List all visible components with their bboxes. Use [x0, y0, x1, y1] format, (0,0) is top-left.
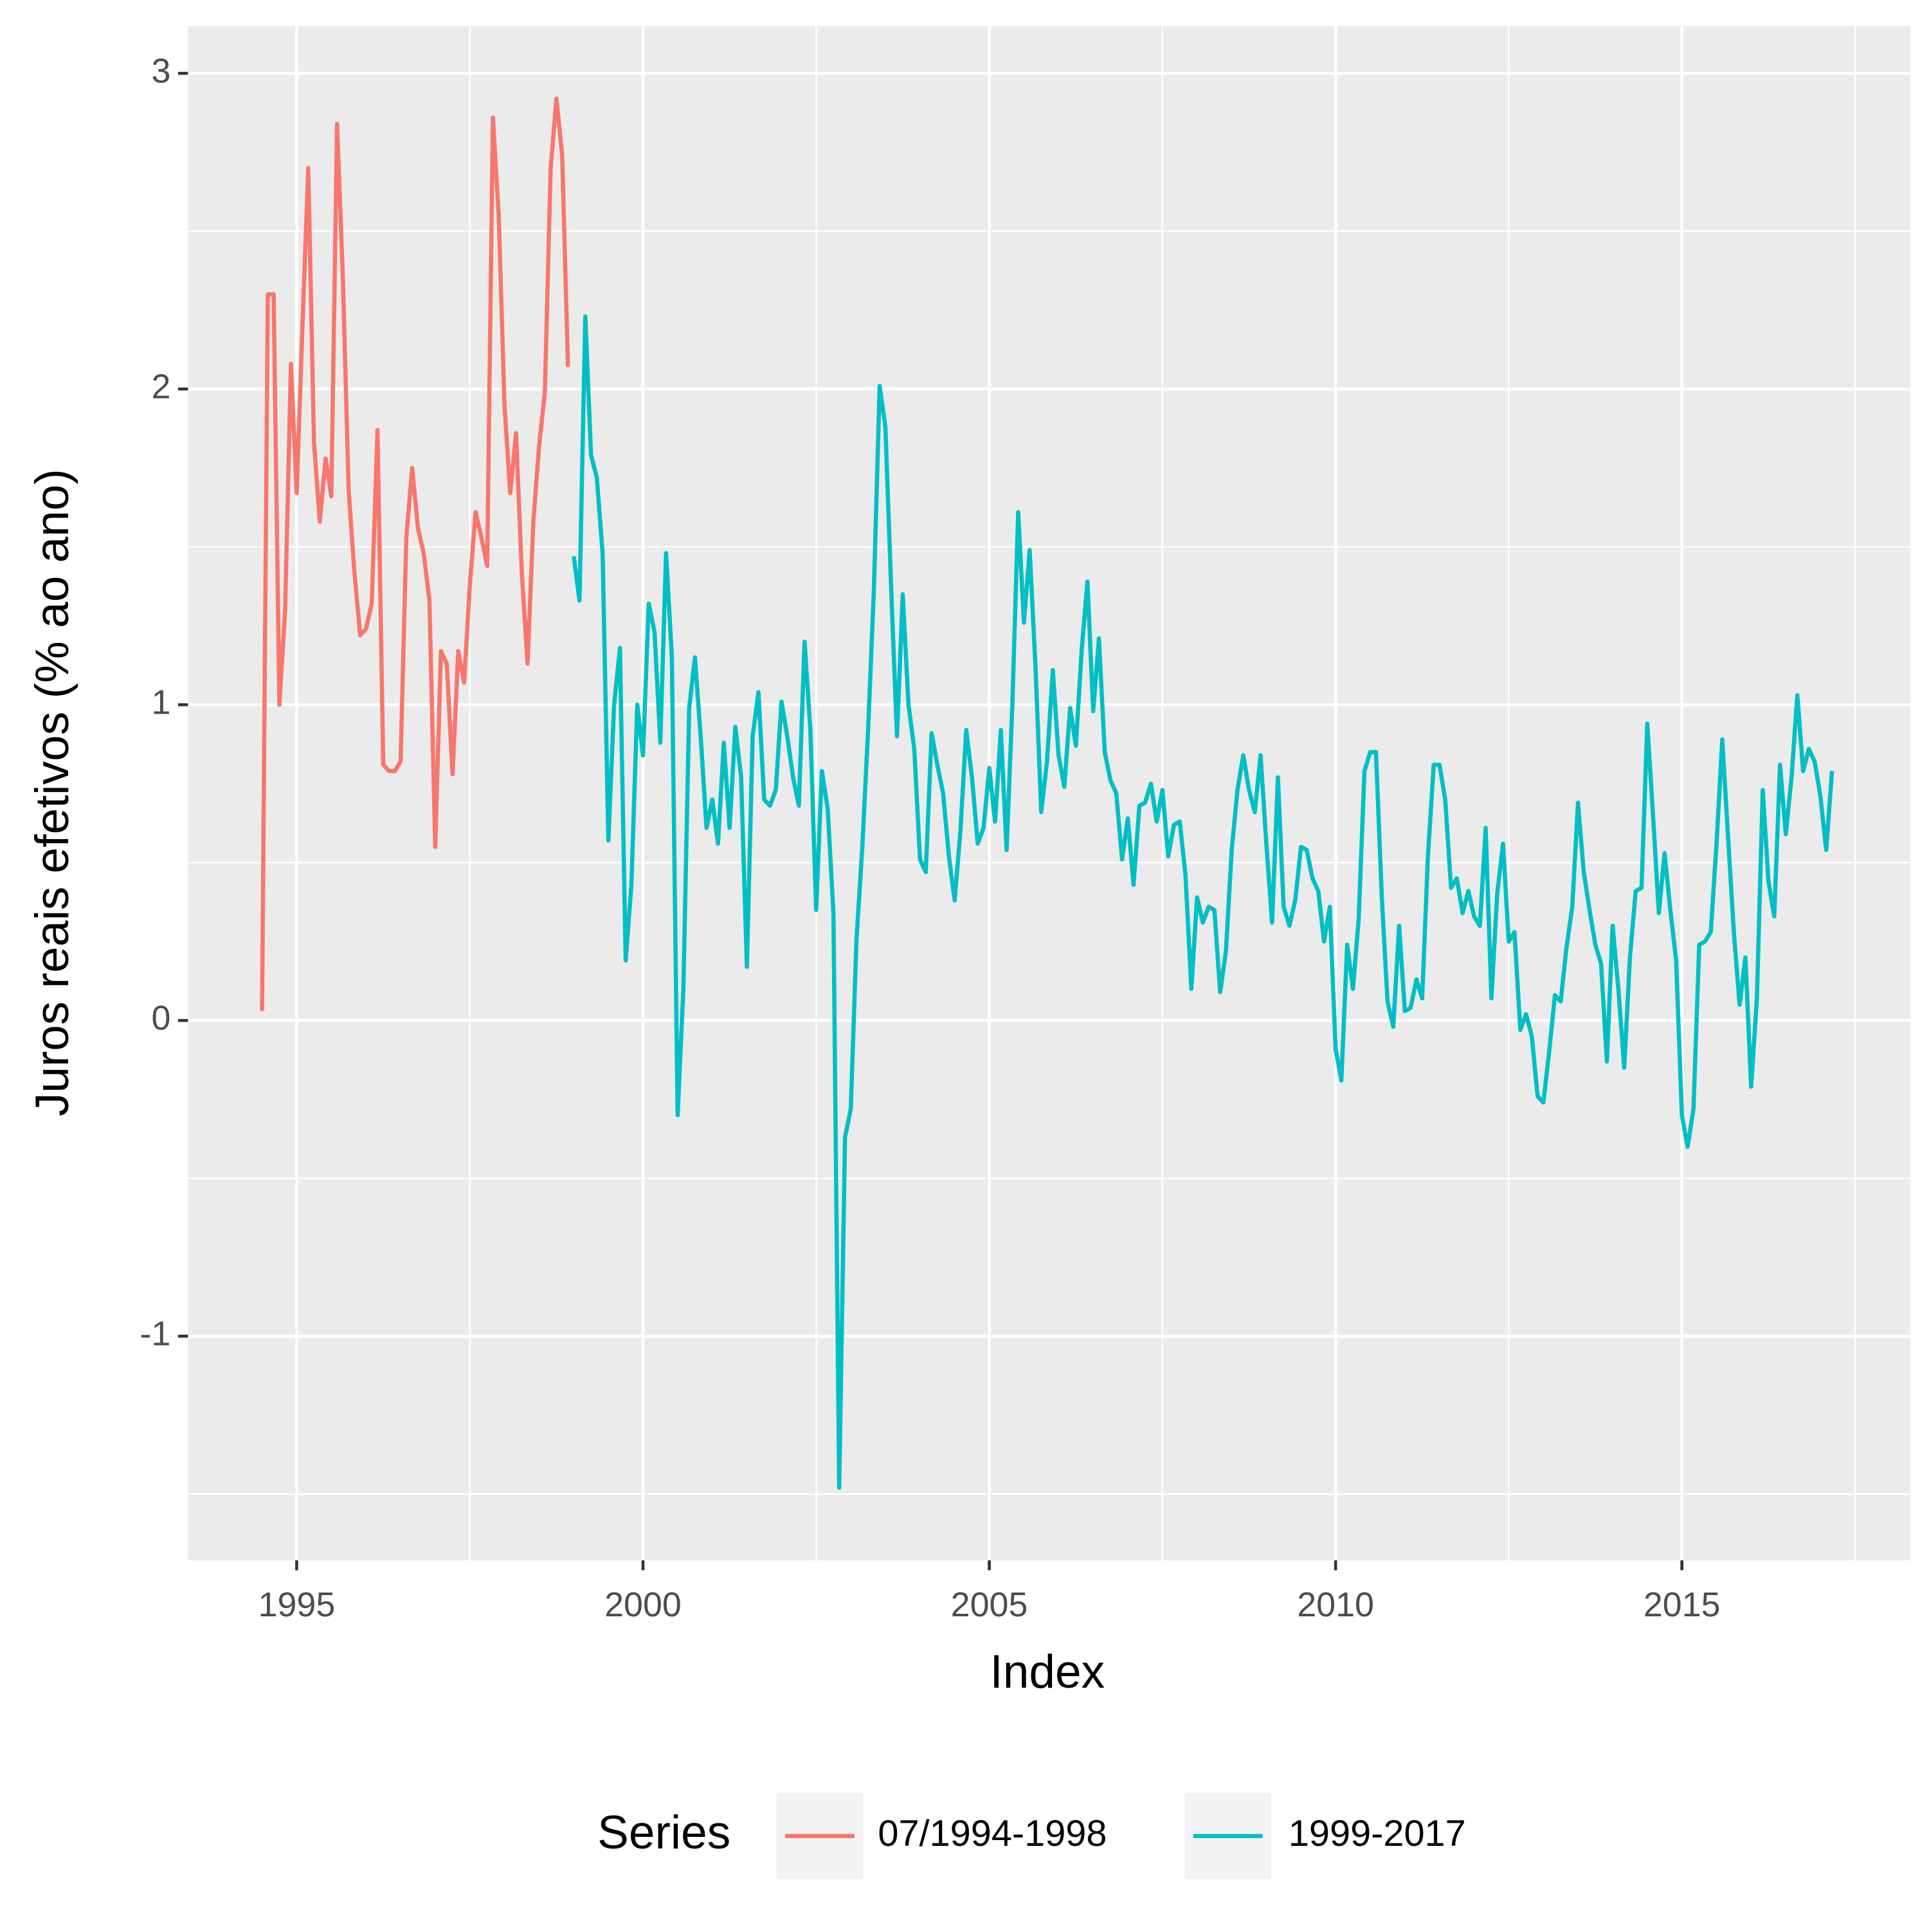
- y-tick-label: 3: [151, 51, 170, 90]
- y-tick-label: -1: [140, 1314, 171, 1353]
- x-tick-label: 2005: [951, 1585, 1028, 1624]
- y-tick-label: 1: [151, 683, 170, 721]
- legend-title: Series: [597, 1807, 730, 1859]
- legend-label: 1999-2017: [1289, 1813, 1466, 1854]
- y-axis-title: Juros reais efetivos (% ao ano): [26, 469, 78, 1116]
- series-line: [572, 314, 1834, 1490]
- x-tick-label: 1995: [258, 1585, 336, 1624]
- x-tick-label: 2015: [1644, 1585, 1721, 1624]
- x-tick-label: 2000: [604, 1585, 682, 1624]
- plot-panel: [188, 26, 1911, 1560]
- legend-label: 07/1994-1998: [878, 1813, 1107, 1854]
- y-tick-label: 0: [151, 998, 170, 1037]
- y-tick-label: 2: [151, 367, 170, 406]
- x-tick-label: 2010: [1297, 1585, 1374, 1624]
- series-line: [260, 96, 570, 1011]
- x-axis-title: Index: [990, 1646, 1105, 1698]
